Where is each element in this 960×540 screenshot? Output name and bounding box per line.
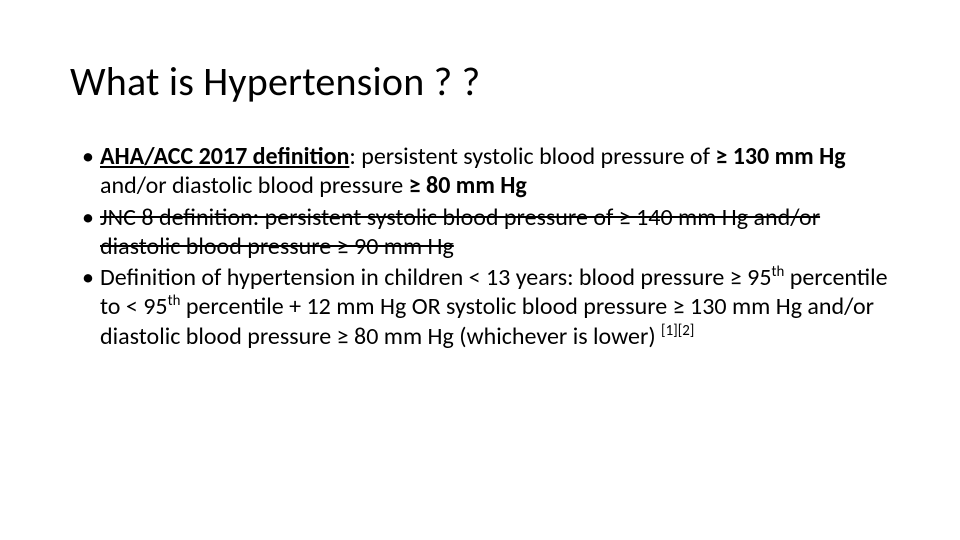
bullet-item: Definition of hypertension in children <… — [82, 263, 890, 351]
bullet-item: JNC 8 definition: persistent systolic bl… — [82, 203, 890, 262]
bullet-text: AHA/ACC 2017 definition: persistent syst… — [100, 142, 846, 200]
text-run: AHA/ACC 2017 definition — [100, 142, 349, 171]
text-run: Definition of hypertension in children <… — [100, 263, 772, 292]
slide: What is Hypertension ? ? AHA/ACC 2017 de… — [0, 0, 960, 540]
text-run: ≥ 130 mm Hg — [715, 142, 845, 171]
bullet-text: Definition of hypertension in children <… — [100, 263, 888, 351]
slide-title: What is Hypertension ? ? — [70, 60, 890, 104]
text-run: : persistent systolic blood pressure of — [349, 142, 715, 171]
bullet-list: AHA/ACC 2017 definition: persistent syst… — [70, 142, 890, 351]
bullet-item: AHA/ACC 2017 definition: persistent syst… — [82, 142, 890, 201]
text-run: ≥ 80 mm Hg — [409, 171, 527, 200]
text-run: th — [168, 292, 181, 321]
text-run: and/or diastolic blood pressure — [100, 171, 409, 200]
bullet-text: JNC 8 definition: persistent systolic bl… — [100, 203, 820, 261]
text-run: th — [772, 263, 785, 292]
text-run: [1][2] — [661, 321, 694, 339]
text-run: JNC 8 definition: persistent systolic bl… — [100, 203, 820, 261]
text-run: percentile + 12 mm Hg OR systolic blood … — [100, 292, 874, 350]
